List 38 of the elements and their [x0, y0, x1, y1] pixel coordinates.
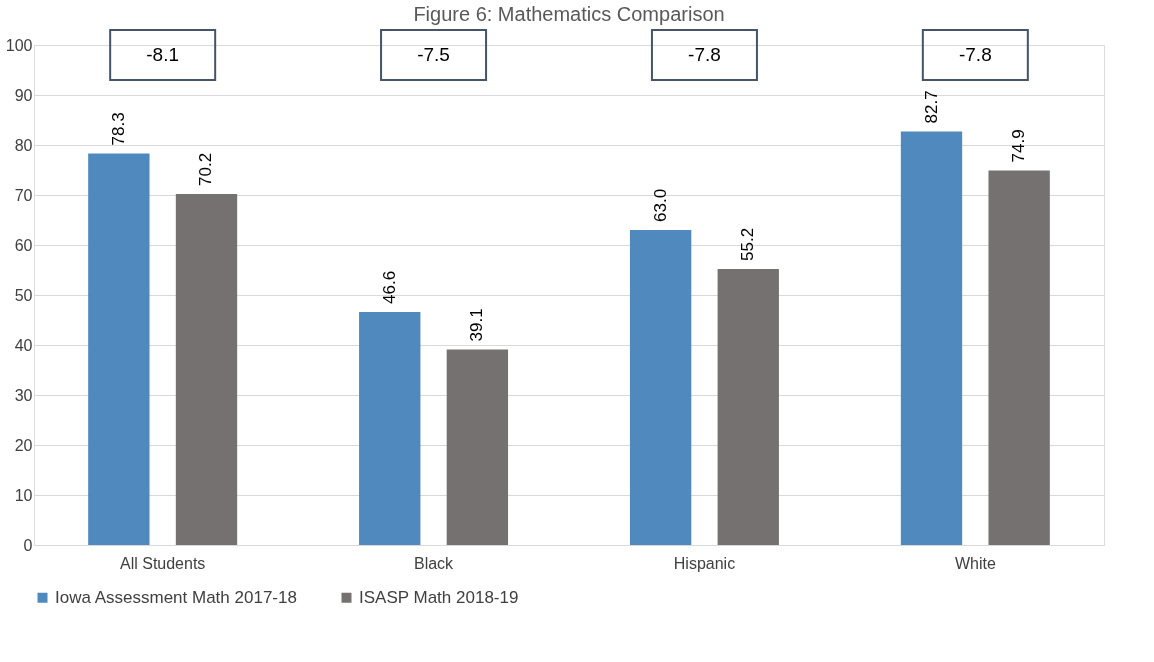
y-tick-label: 100	[5, 36, 33, 54]
bar	[717, 269, 779, 545]
y-tick-label: 90	[14, 86, 33, 104]
y-tick-label: 80	[14, 136, 33, 154]
bar	[446, 349, 509, 545]
y-tick-label: 50	[14, 286, 33, 304]
y-tick-label: 20	[14, 436, 33, 454]
data-label: 74.9	[1009, 129, 1029, 163]
x-tick-label: Black	[413, 554, 455, 572]
annotation: -7.8	[688, 44, 721, 65]
data-label: 63.0	[650, 188, 670, 222]
y-tick-label: 30	[14, 386, 33, 404]
bar	[900, 131, 963, 545]
data-label: 46.6	[379, 270, 399, 304]
bar	[175, 194, 238, 545]
annotation: -7.5	[417, 44, 450, 65]
data-label: 78.3	[108, 112, 128, 146]
annotation: -8.1	[146, 44, 180, 65]
y-tick-label: 10	[14, 486, 33, 504]
data-label: 82.7	[921, 90, 941, 124]
x-tick-label: White	[954, 554, 996, 572]
data-label: 70.2	[196, 152, 216, 186]
data-label: 39.1	[467, 308, 487, 342]
y-tick-label: 70	[14, 186, 33, 204]
data-label: 55.2	[738, 227, 758, 261]
legend-label: Iowa Assessment Math 2017-18	[55, 587, 297, 607]
y-tick-label: 0	[23, 536, 33, 554]
legend-label: ISASP Math 2018-19	[359, 587, 519, 607]
annotation: -7.8	[958, 44, 992, 65]
x-tick-label: Hispanic	[673, 554, 736, 572]
bar	[988, 170, 1050, 545]
chart-title: Figure 6: Mathematics Comparison	[413, 3, 725, 25]
bar	[629, 230, 692, 545]
bar	[88, 153, 150, 545]
x-tick-label: All Students	[119, 554, 206, 572]
y-tick-label: 40	[14, 336, 33, 354]
bar	[359, 312, 421, 545]
y-tick-label: 60	[14, 236, 33, 254]
